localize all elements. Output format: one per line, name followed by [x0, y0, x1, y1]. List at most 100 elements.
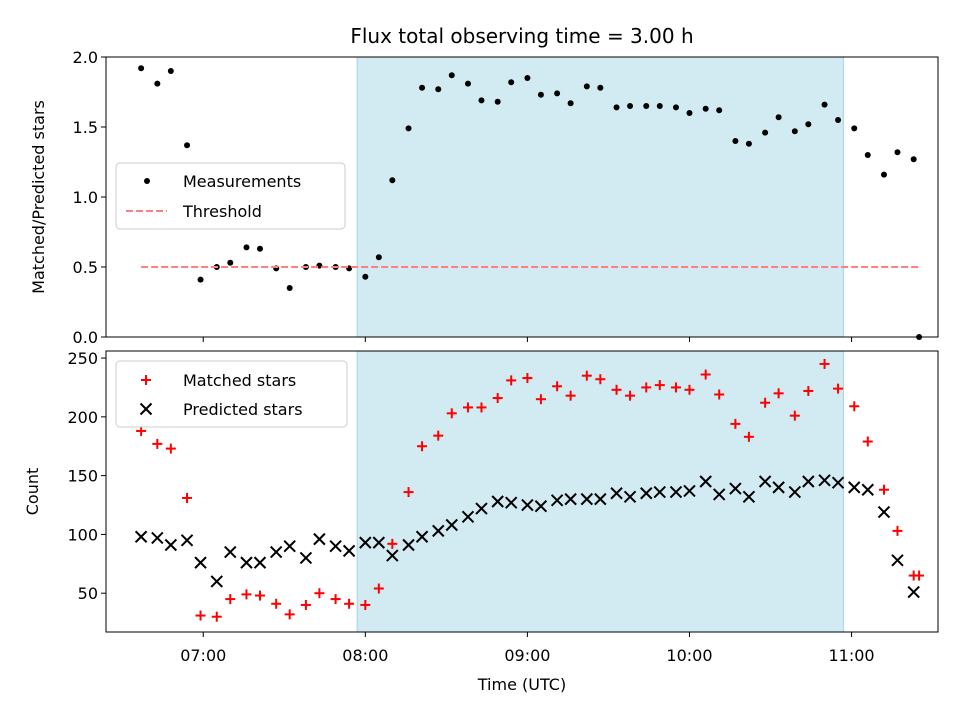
measurement-point [419, 84, 426, 91]
x-b [788, 485, 802, 499]
measurement-point [167, 68, 174, 74]
predicted-stars-point [877, 505, 891, 519]
predicted-stars-point [848, 481, 861, 494]
legend-box [115, 162, 346, 230]
x-b [550, 494, 564, 507]
matched-stars-point [581, 370, 592, 381]
matched-stars-point [506, 375, 517, 386]
axes-frame [105, 350, 939, 633]
x-b [653, 485, 666, 499]
matched-stars-point [730, 418, 741, 429]
legend-box [115, 360, 348, 428]
matched-stars-point [476, 402, 487, 413]
matched-stars-point [314, 588, 325, 599]
observing-window-span [357, 351, 844, 632]
predicted-stars-point [907, 585, 920, 599]
matched-stars-point [819, 358, 830, 369]
legend-marker-matched [141, 375, 151, 385]
x-b [848, 481, 861, 494]
x-b [151, 531, 164, 545]
measurement-point [184, 142, 191, 149]
predicted-stars-point [610, 487, 623, 500]
measurement-point [389, 177, 396, 184]
matched-stars-point [271, 598, 282, 609]
predicted-stars-point [491, 495, 504, 508]
predicted-stars-point [729, 482, 742, 495]
measurement-point [894, 149, 901, 156]
x-b [729, 482, 742, 495]
matched-stars-point [373, 583, 384, 594]
x-b [240, 556, 253, 569]
x-axis-label: Time (UTC) [477, 675, 566, 694]
measurement-point [627, 103, 634, 109]
measurement-point [910, 156, 917, 163]
legend: Matched stars Predicted stars [115, 360, 348, 428]
matched-stars-point [284, 609, 295, 620]
x-b [313, 532, 326, 546]
y-tick-label: 150 [67, 467, 98, 486]
y-tick-label: 2.0 [73, 48, 98, 67]
matched-stars-point [611, 384, 622, 395]
x-b [283, 539, 296, 553]
x-b [580, 492, 594, 506]
matched-stars-point [417, 441, 428, 452]
measurement-point [435, 86, 442, 93]
matched-stars-point [625, 390, 636, 401]
x-b [623, 490, 637, 503]
measurement-point [821, 101, 828, 108]
matched-stars-point [684, 384, 695, 395]
measurement-point [583, 83, 590, 90]
matched-stars-point [670, 382, 681, 393]
measurement-point [686, 110, 693, 116]
matched-stars-point [641, 382, 652, 393]
predicted-stars-point [445, 518, 458, 532]
matched-stars-point [849, 401, 860, 412]
predicted-stars-point [818, 474, 831, 487]
measurement-point [154, 80, 161, 87]
measurement-point [405, 125, 412, 132]
x-b [461, 510, 475, 523]
x-b [329, 539, 342, 553]
measurement-point [464, 80, 471, 87]
x-b [712, 488, 726, 501]
predicted-stars-point [564, 492, 577, 506]
predicted-stars-point [475, 502, 488, 515]
measurement-point [835, 117, 842, 123]
predicted-stars-point [504, 496, 518, 509]
x-b [445, 518, 458, 532]
predicted-stars-point [534, 499, 548, 513]
measurement-point [256, 245, 263, 252]
predicted-stars-point [432, 524, 445, 538]
predicted-stars-point [772, 481, 785, 494]
legend-label-measurements: Measurements [183, 172, 301, 191]
predicted-stars-point [253, 556, 267, 569]
matched-stars-point [300, 599, 311, 610]
x-b [802, 475, 815, 488]
measurement-point [656, 103, 663, 109]
matched-stars-point [446, 408, 457, 419]
measurement-point [775, 114, 782, 121]
x-b [891, 554, 904, 567]
y-tick-label: 200 [67, 408, 98, 427]
x-b [907, 585, 920, 599]
matched-stars-point [182, 492, 193, 503]
matched-stars-point [714, 389, 725, 400]
predicted-stars-point [461, 510, 475, 523]
x-b [831, 476, 845, 489]
matched-stars-point [225, 594, 236, 605]
measurement-point [286, 285, 293, 291]
predicted-stars-point [758, 475, 772, 488]
legend-label-matched: Matched stars [183, 371, 296, 390]
predicted-stars-point [623, 490, 637, 503]
predicted-stars-point [329, 539, 342, 553]
predicted-stars-point [372, 536, 386, 549]
chart-title: Flux total observing time = 3.00 h [350, 24, 693, 48]
predicted-stars-point [683, 484, 696, 498]
predicted-stars-point [402, 538, 415, 552]
predicted-stars-point [224, 545, 237, 559]
predicted-stars-point [861, 483, 874, 496]
matched-stars-point [254, 590, 265, 601]
matched-stars-point [360, 599, 371, 610]
measurement-point [864, 152, 871, 158]
y-tick-label: 100 [67, 525, 98, 544]
